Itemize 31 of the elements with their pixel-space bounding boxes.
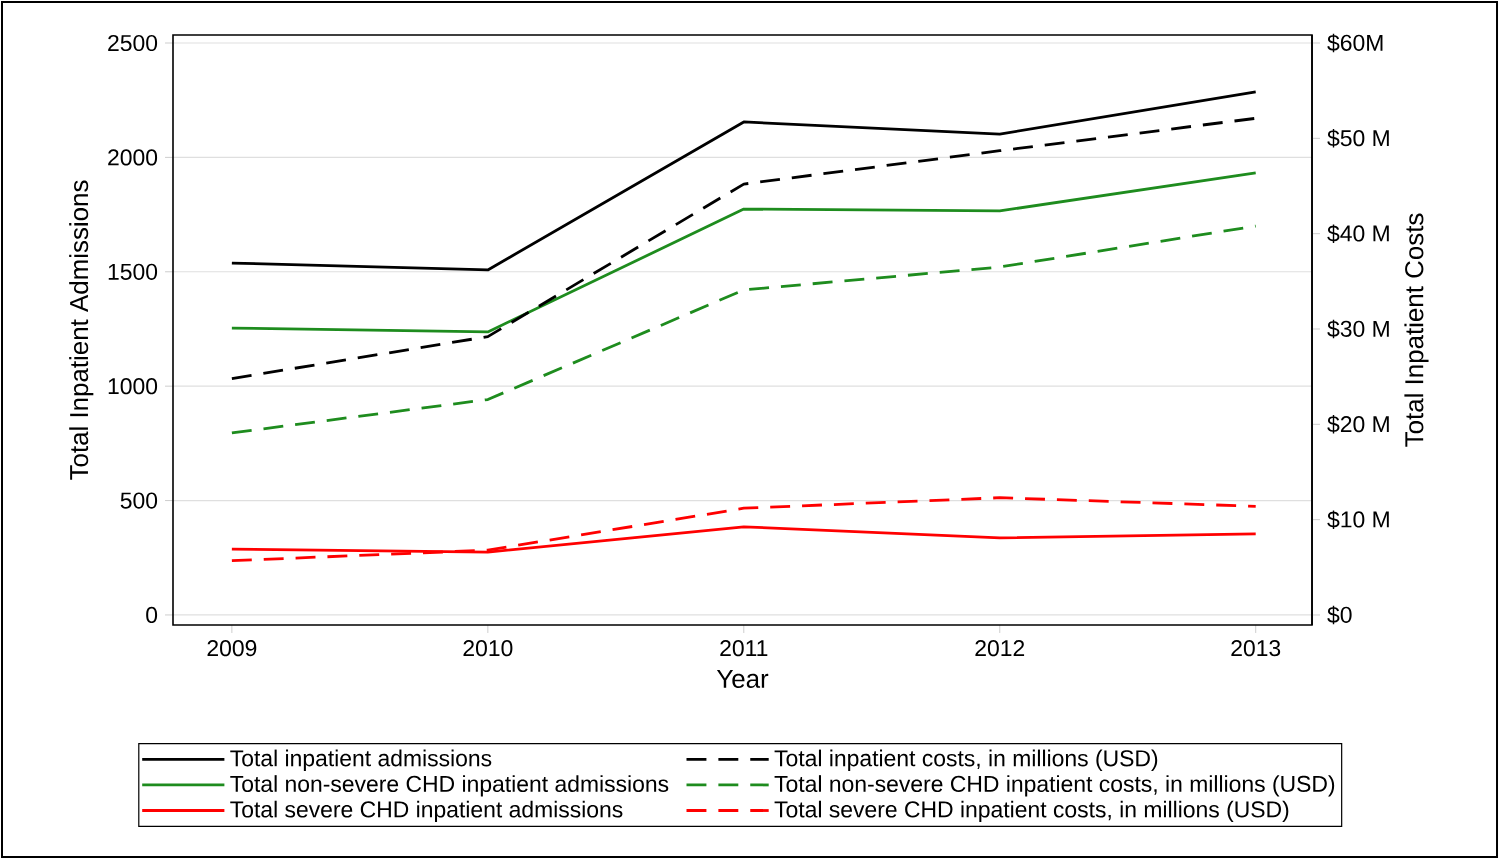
x-tick-label: 2011 bbox=[720, 640, 768, 657]
y2-tick-label: $30 M bbox=[1327, 319, 1389, 339]
line-series bbox=[230, 496, 1258, 563]
legend-label: Total severe CHD inpatient costs, in millions (USD) bbox=[774, 800, 1289, 823]
y2-tick-label: $0 bbox=[1327, 605, 1352, 625]
x-tick-label: 2013 bbox=[1231, 640, 1281, 657]
x-tick-label: 2009 bbox=[207, 640, 257, 657]
legend-label: Total inpatient costs, in millions (USD) bbox=[774, 749, 1158, 771]
legend-label: Total severe CHD inpatient admissions bbox=[230, 800, 623, 823]
x-tick-label: 2012 bbox=[975, 640, 1025, 657]
y-tick-label: 0 bbox=[146, 606, 158, 624]
y2-tick-label: $60M bbox=[1327, 33, 1383, 53]
y-tick-label: 1000 bbox=[108, 378, 158, 395]
x-axis-title: Year bbox=[716, 669, 769, 688]
y-tick-label: 500 bbox=[120, 492, 158, 509]
y-axis-title: Total Inpatient Admissions bbox=[69, 180, 94, 480]
y-tick-label: 2000 bbox=[108, 149, 158, 166]
y2-tick-label: $20 M bbox=[1327, 415, 1389, 434]
y2-tick-label: $10 M bbox=[1327, 510, 1389, 529]
line-series bbox=[230, 90, 1258, 272]
legend-label: Total inpatient admissions bbox=[230, 749, 492, 771]
y2-axis-title: Total Inpatient Costs bbox=[1404, 213, 1429, 447]
line-series bbox=[230, 171, 1258, 334]
y-tick-label: 1500 bbox=[108, 263, 158, 280]
y2-tick-label: $50 M bbox=[1327, 129, 1389, 148]
y2-tick-label: $40 M bbox=[1327, 224, 1389, 243]
y-tick-label: 2500 bbox=[108, 34, 158, 52]
legend-label: Total non-severe CHD inpatient costs, in millions (USD) bbox=[774, 775, 1335, 797]
x-tick-label: 2010 bbox=[463, 640, 513, 657]
legend-label: Total non-severe CHD inpatient admissions bbox=[230, 775, 669, 797]
line-series bbox=[230, 224, 1258, 435]
